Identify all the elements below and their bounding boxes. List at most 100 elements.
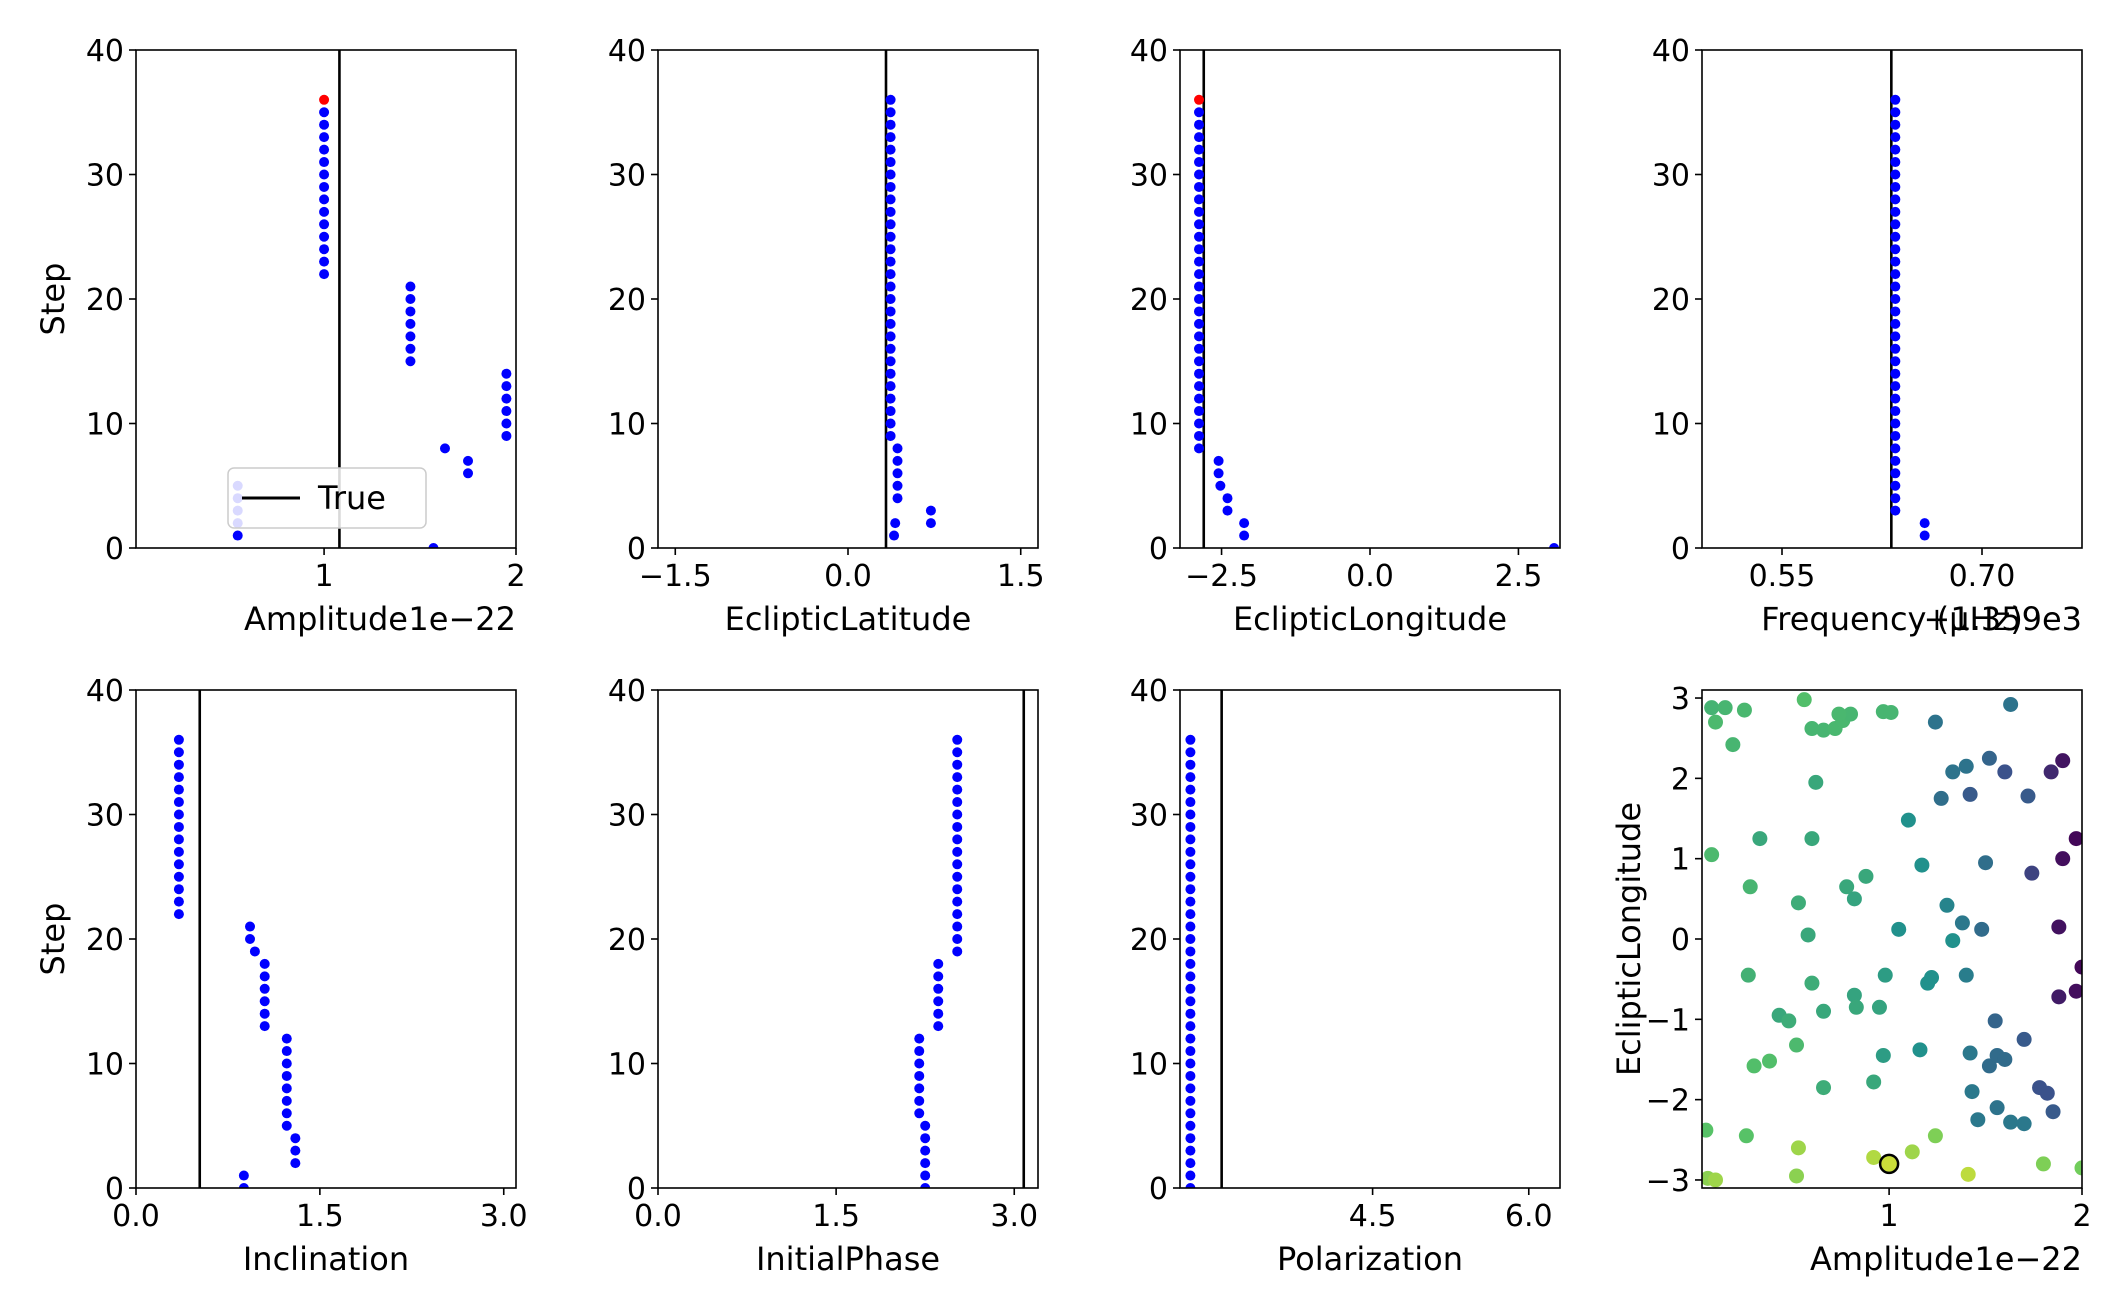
- data-point: [405, 294, 416, 304]
- data-point: [933, 983, 944, 994]
- data-point: [1912, 1042, 1928, 1058]
- y-tick-label: 10: [608, 408, 646, 443]
- data-point: [1185, 1095, 1196, 1106]
- data-point: [405, 318, 416, 329]
- data-point: [914, 1046, 925, 1057]
- data-point: [1816, 1003, 1832, 1019]
- data-point: [1781, 1013, 1797, 1029]
- data-point: [319, 107, 330, 118]
- data-point: [1816, 722, 1832, 738]
- x-tick-label: −1.5: [639, 559, 712, 594]
- data-point: [1752, 831, 1768, 847]
- data-point: [1194, 430, 1204, 441]
- data-point: [2024, 865, 2040, 881]
- data-point: [885, 194, 896, 205]
- data-point: [1890, 343, 1901, 354]
- data-point: [885, 144, 896, 155]
- data-point: [1890, 256, 1901, 267]
- current-point: [319, 94, 330, 105]
- data-point: [952, 809, 963, 820]
- data-point: [1185, 859, 1196, 870]
- data-point: [1185, 1021, 1196, 1032]
- data-point: [1843, 706, 1859, 722]
- data-point: [885, 157, 896, 168]
- data-point: [2003, 1114, 2019, 1130]
- x-axis-label: EclipticLatitude: [725, 600, 972, 638]
- data-point: [173, 734, 184, 745]
- data-point: [920, 1158, 931, 1169]
- data-point: [1890, 356, 1901, 367]
- data-point: [1185, 1133, 1196, 1144]
- y-tick-label: 40: [608, 34, 646, 69]
- data-point: [1185, 1158, 1196, 1169]
- data-point: [1890, 206, 1901, 217]
- data-point: [281, 1046, 292, 1057]
- data-point: [920, 1145, 931, 1156]
- data-point: [952, 759, 963, 770]
- data-point: [1927, 1128, 1943, 1144]
- data-point: [1185, 884, 1196, 895]
- data-point: [1185, 1120, 1196, 1131]
- data-point: [1890, 468, 1901, 479]
- data-point: [1194, 119, 1204, 130]
- data-point: [1962, 786, 1978, 802]
- data-point: [885, 244, 896, 255]
- data-point: [1890, 368, 1901, 379]
- data-point: [1185, 983, 1196, 994]
- data-point: [259, 983, 270, 994]
- data-point: [319, 256, 330, 267]
- data-point: [1185, 971, 1196, 982]
- data-point: [319, 269, 330, 280]
- data-point: [501, 418, 512, 429]
- data-point: [1962, 1045, 1978, 1061]
- data-point: [1945, 764, 1961, 780]
- data-point: [952, 772, 963, 783]
- data-point: [1890, 144, 1901, 155]
- y-tick-label: 10: [1130, 408, 1168, 443]
- data-point: [1890, 493, 1901, 504]
- data-point: [1875, 1047, 1891, 1063]
- data-point: [1549, 543, 1560, 548]
- data-point: [281, 1070, 292, 1081]
- data-point: [1194, 231, 1204, 242]
- data-point: [885, 219, 896, 230]
- y-tick-label: 1: [1671, 843, 1690, 878]
- data-point: [439, 443, 450, 454]
- data-point: [1933, 790, 1949, 806]
- x-tick-label: 1.5: [997, 559, 1045, 594]
- data-point: [1846, 987, 1862, 1003]
- y-tick-label: 10: [1130, 1048, 1168, 1083]
- data-point: [1927, 714, 1943, 730]
- data-point: [889, 530, 900, 541]
- data-point: [2074, 959, 2082, 975]
- data-point: [2035, 1156, 2051, 1172]
- data-point: [1185, 871, 1196, 882]
- data-point: [1185, 909, 1196, 920]
- data-point: [405, 331, 416, 342]
- x-axis-label: InitialPhase: [756, 1240, 940, 1278]
- data-point: [428, 543, 439, 548]
- data-point: [2020, 788, 2036, 804]
- y-tick-label: 30: [608, 159, 646, 194]
- data-point: [1866, 1149, 1882, 1165]
- data-point: [1890, 181, 1901, 192]
- data-point: [1790, 895, 1806, 911]
- data-point: [173, 896, 184, 907]
- data-point: [1185, 1183, 1196, 1188]
- axes-frame: [657, 49, 1039, 549]
- data-point: [885, 356, 896, 367]
- x-tick-label: 0.55: [1749, 559, 1816, 594]
- data-point: [173, 821, 184, 832]
- data-point: [1185, 1070, 1196, 1081]
- y-tick-label: 20: [608, 923, 646, 958]
- data-point: [1846, 891, 1862, 907]
- data-point: [1891, 921, 1907, 937]
- data-point: [885, 281, 896, 292]
- data-point: [1222, 505, 1233, 516]
- data-point: [319, 119, 330, 130]
- plot-area: [173, 690, 301, 1188]
- data-point: [1890, 455, 1901, 466]
- x-axis-label: Inclination: [243, 1240, 409, 1278]
- data-point: [319, 194, 330, 205]
